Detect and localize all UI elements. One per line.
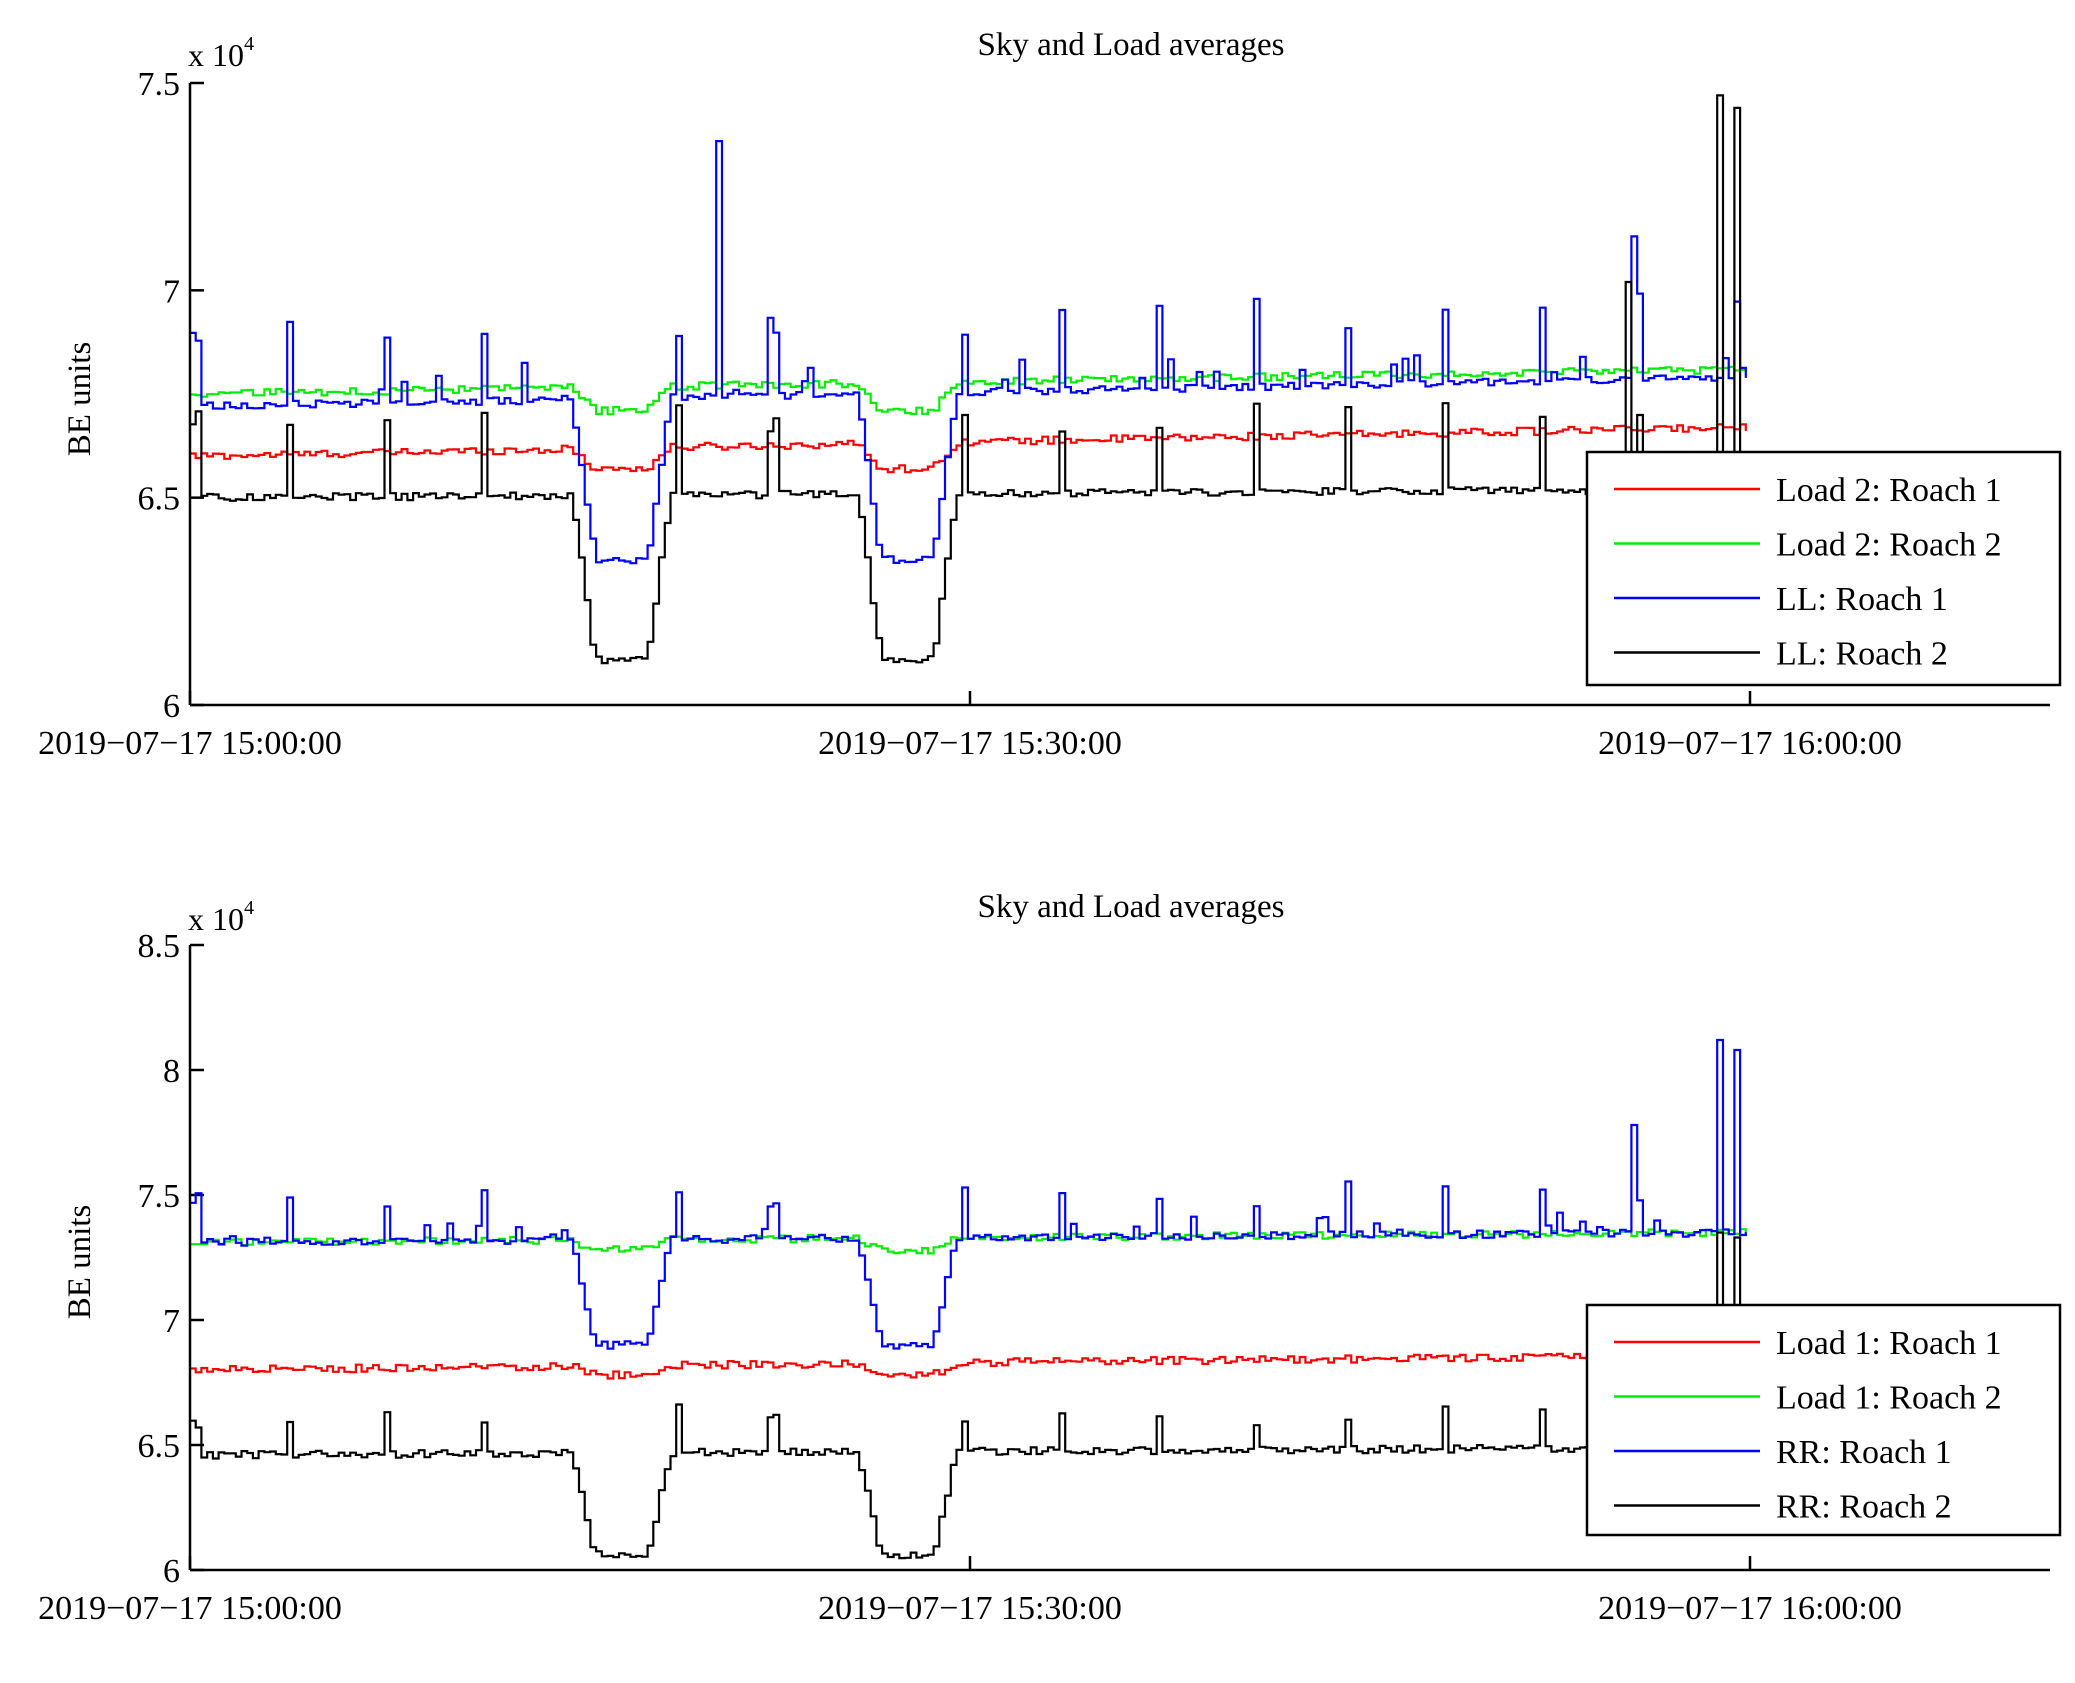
series-line <box>190 1038 1747 1350</box>
legend-box <box>1585 1303 2062 1537</box>
y-multiplier-exponent: 4 <box>244 897 254 919</box>
legend-label: LL: Roach 2 <box>1776 636 1948 673</box>
y-multiplier: x 104 <box>188 897 254 937</box>
y-tick-label: 8.5 <box>138 928 181 965</box>
series-line <box>190 94 1747 665</box>
series-line <box>190 140 1747 565</box>
y-tick-label: 7.5 <box>138 66 181 103</box>
y-tick-label: 7.5 <box>138 1178 181 1215</box>
legend: Load 2: Roach 1 Load 2: Roach 2 LL: Roach … <box>1585 450 2062 687</box>
y-tick-label: 6 <box>163 688 180 725</box>
y-axis-label: BE units <box>62 1205 98 1320</box>
legend-label: Load 1: Roach 1 <box>1776 1325 2002 1362</box>
y-ticks: 6 6.5 7 7.5 8 8.5 <box>138 928 204 1590</box>
legend-label: Load 1: Roach 2 <box>1776 1380 2002 1417</box>
legend-label: RR: Roach 1 <box>1776 1434 1952 1471</box>
legend-label: RR: Roach 2 <box>1776 1489 1952 1526</box>
x-tick-label: 2019−07−17 15:30:00 <box>818 1590 1122 1627</box>
x-ticks: 2019−07−17 15:00:00 2019−07−17 15:30:00 20… <box>38 1556 1902 1627</box>
x-tick-label: 2019−07−17 15:00:00 <box>38 725 342 762</box>
x-tick-label: 2019−07−17 16:00:00 <box>1598 725 1902 762</box>
chart-panel-bottom: Sky and Load averages x 104 BE units 6 6.… <box>38 889 2062 1627</box>
y-ticks: 6 6.5 7 7.5 <box>138 66 204 725</box>
x-tick-label: 2019−07−17 15:00:00 <box>38 1590 342 1627</box>
series-line <box>190 365 1747 416</box>
y-tick-label: 6.5 <box>138 481 181 518</box>
chart-panel-top: Sky and Load averages x 104 BE units 6 6.… <box>38 27 2062 762</box>
legend-label: LL: Roach 1 <box>1776 581 1948 618</box>
series-group <box>190 1038 1747 1560</box>
chart-title: Sky and Load averages <box>978 889 1285 925</box>
series-line <box>190 1231 1747 1560</box>
y-multiplier-base: x 10 <box>188 901 244 937</box>
legend-box <box>1585 450 2062 687</box>
y-multiplier-base: x 10 <box>188 37 244 73</box>
y-tick-label: 7 <box>163 1303 180 1340</box>
y-tick-label: 6 <box>163 1553 180 1590</box>
y-multiplier: x 104 <box>188 33 254 73</box>
y-tick-label: 8 <box>163 1053 180 1090</box>
x-tick-label: 2019−07−17 16:00:00 <box>1598 1590 1902 1627</box>
series-group <box>190 94 1747 665</box>
legend: Load 1: Roach 1 Load 1: Roach 2 RR: Roach … <box>1585 1303 2062 1537</box>
legend-label: Load 2: Roach 1 <box>1776 472 2002 509</box>
y-multiplier-exponent: 4 <box>244 33 254 55</box>
y-axis-label: BE units <box>62 342 98 457</box>
x-tick-label: 2019−07−17 15:30:00 <box>818 725 1122 762</box>
chart-title: Sky and Load averages <box>978 27 1285 63</box>
y-tick-label: 6.5 <box>138 1428 181 1465</box>
legend-label: Load 2: Roach 2 <box>1776 527 2002 564</box>
x-ticks: 2019−07−17 15:00:00 2019−07−17 15:30:00 20… <box>38 691 1902 762</box>
y-tick-label: 7 <box>163 273 180 310</box>
series-line <box>190 1351 1747 1380</box>
